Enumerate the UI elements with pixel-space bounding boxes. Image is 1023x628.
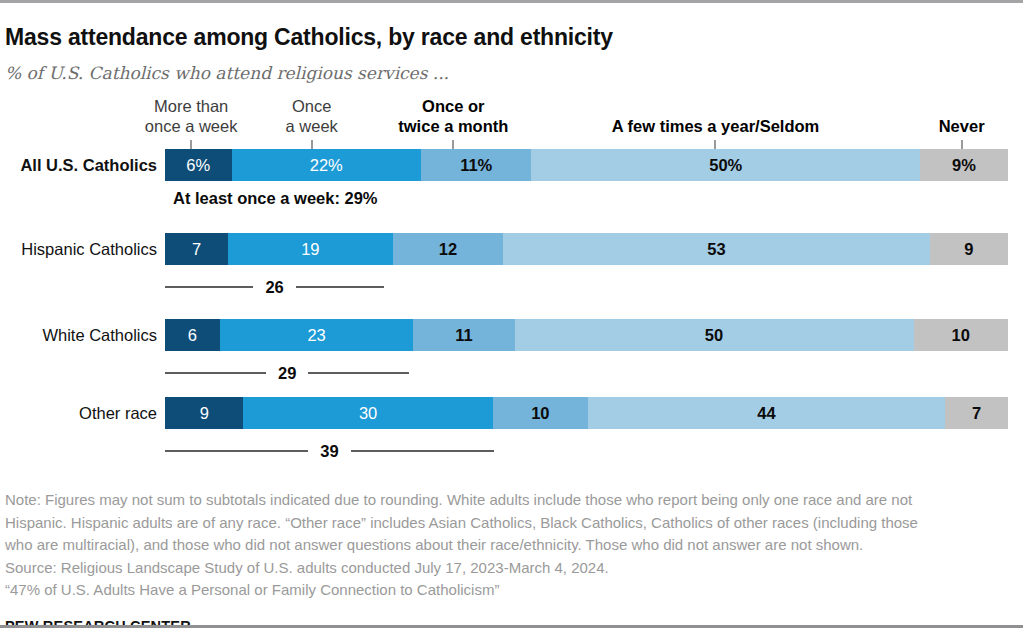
- subtotal-rule: 39: [165, 441, 494, 461]
- subtotal-rule-line: [296, 286, 384, 288]
- row-spacer: [5, 209, 1008, 233]
- footnotes: Note: Figures may not sum to subtotals i…: [5, 489, 1018, 602]
- subtotal-rule-line: [165, 286, 253, 288]
- pew-research-center-branding: PEW RESEARCH CENTER: [5, 618, 1018, 628]
- note-line: Hispanic. Hispanic adults are of any rac…: [5, 512, 1018, 535]
- note-line: who are multiracial), and those who did …: [5, 534, 1018, 557]
- stacked-bar-chart: More than once a week Once a week Once o…: [5, 93, 1018, 461]
- subtotal-rule-line: [165, 450, 308, 452]
- report-title-line: “47% of U.S. Adults Have a Personal or F…: [5, 579, 1018, 602]
- header-tick: [311, 140, 313, 149]
- row-spacer: [5, 297, 1008, 319]
- row-spacer: [5, 383, 1008, 397]
- header-tick: [714, 140, 716, 149]
- row-label: Other race: [5, 397, 165, 429]
- bar-row-all-us-catholics: All U.S. Catholics 6% 22% 11% 50% 9% At …: [5, 149, 1008, 209]
- header-tick: [961, 140, 963, 149]
- subtotal-rule-line: [165, 372, 266, 374]
- source-line: Source: Religious Landscape Study of U.S…: [5, 557, 1018, 580]
- bar-segment: 7: [165, 233, 228, 265]
- bar-segment: 22%: [232, 149, 422, 181]
- header-tick: [190, 140, 192, 149]
- bar-segment: 44: [588, 397, 945, 429]
- subtotal-value: 39: [308, 442, 350, 461]
- bar-segment: 50: [515, 319, 914, 351]
- bar-segment: 9: [930, 233, 1008, 265]
- bar-segment: 7: [945, 397, 1008, 429]
- column-header-never: Never: [939, 116, 985, 136]
- subtotal-rule: 29: [165, 363, 409, 383]
- subtotal-annotation: At least once a week: 29%: [173, 189, 1008, 209]
- bar-segment: 50%: [531, 149, 920, 181]
- column-header-once-or-twice-a-month: Once or twice a month: [398, 96, 508, 136]
- subtotal-value: 26: [253, 278, 295, 297]
- row-label: All U.S. Catholics: [5, 149, 165, 181]
- subtotal-rule-line: [308, 372, 409, 374]
- bar-segment: 10: [914, 319, 1008, 351]
- bar-segment: 53: [503, 233, 929, 265]
- bar-segment: 9: [165, 397, 243, 429]
- stacked-bar: 6% 22% 11% 50% 9%: [165, 149, 1008, 181]
- bar-segment: 11: [413, 319, 514, 351]
- subtotal-rule-line: [351, 450, 494, 452]
- page-title: Mass attendance among Catholics, by race…: [5, 24, 1018, 51]
- column-headers: More than once a week Once a week Once o…: [165, 93, 1008, 149]
- bar-segment: 19: [228, 233, 393, 265]
- bar-segment: 6: [165, 319, 220, 351]
- bar-row-other-race: Other race 9 30 10 44 7 39: [5, 397, 1008, 461]
- column-header-row: More than once a week Once a week Once o…: [5, 93, 1008, 149]
- row-label: White Catholics: [5, 319, 165, 351]
- chart-page: Mass attendance among Catholics, by race…: [0, 0, 1023, 628]
- row-label: Hispanic Catholics: [5, 233, 165, 265]
- bar-segment: 23: [220, 319, 413, 351]
- bar-segment: 9%: [920, 149, 1008, 181]
- header-tick: [452, 140, 454, 149]
- bar-row-hispanic-catholics: Hispanic Catholics 7 19 12 53 9 26: [5, 233, 1008, 297]
- page-subtitle: % of U.S. Catholics who attend religious…: [5, 63, 1018, 83]
- stacked-bar: 6 23 11 50 10: [165, 319, 1008, 351]
- header-label-spacer: [5, 93, 165, 149]
- column-header-once-a-week: Once a week: [286, 96, 338, 136]
- subtotal-rule: 26: [165, 277, 384, 297]
- bar-row-white-catholics: White Catholics 6 23 11 50 10 29: [5, 319, 1008, 383]
- bar-segment: 6%: [165, 149, 232, 181]
- bar-segment: 10: [493, 397, 588, 429]
- column-header-more-than-once-a-week: More than once a week: [145, 96, 238, 136]
- bar-segment: 12: [393, 233, 504, 265]
- bar-segment: 30: [243, 397, 492, 429]
- stacked-bar: 7 19 12 53 9: [165, 233, 1008, 265]
- note-line: Note: Figures may not sum to subtotals i…: [5, 489, 1018, 512]
- column-header-few-times-a-year: A few times a year/Seldom: [612, 116, 820, 136]
- subtotal-value: 29: [266, 364, 308, 383]
- stacked-bar: 9 30 10 44 7: [165, 397, 1008, 429]
- bar-segment: 11%: [421, 149, 531, 181]
